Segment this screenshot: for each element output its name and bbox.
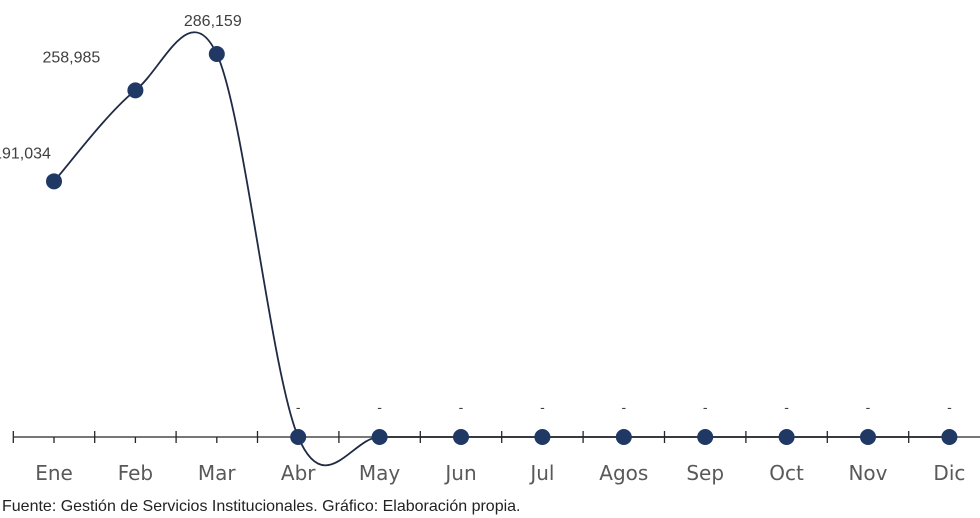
data-point-feb [127,82,144,99]
series-line [53,31,950,467]
x-tick-label-abr: Abr [281,461,316,485]
x-tick-label-oct: Oct [769,461,804,485]
x-tick-label-feb: Feb [118,461,153,485]
data-point-jun [453,429,469,445]
data-point-agos [615,429,632,445]
data-label-oct: - [784,399,789,415]
data-label-jun: - [459,399,464,415]
data-label-may: - [377,399,382,415]
data-label-nov: - [866,399,871,415]
data-label-agos: - [621,399,626,415]
data-point-sep [697,429,714,445]
source-note: Fuente: Gestión de Servicios Institucion… [2,498,521,515]
data-point-mar [208,46,225,62]
x-tick-label-may: May [359,461,401,485]
data-label-dic: - [947,399,952,415]
data-label-ene: 191,034 [0,145,51,162]
data-point-ene [46,173,62,190]
data-point-jul [534,429,551,445]
data-point-dic [941,429,958,445]
data-label-mar: 286,159 [184,13,242,30]
data-point-abr [290,429,307,445]
x-tick-label-sep: Sep [686,461,724,485]
data-label-feb: 258,985 [42,49,100,66]
x-tick-label-jun: Jun [443,461,476,485]
data-label-sep: - [703,399,708,415]
data-point-oct [778,429,795,445]
x-tick-label-ene: Ene [35,461,73,485]
x-tick-label-agos: Agos [599,461,648,485]
x-tick-label-nov: Nov [848,461,887,485]
data-point-may [371,429,388,445]
data-point-nov [860,429,876,445]
x-tick-label-dic: Dic [933,461,965,485]
x-tick-label-jul: Jul [528,461,554,485]
data-label-jul: - [540,399,545,415]
data-label-abr: - [296,399,301,415]
x-tick-label-mar: Mar [198,461,237,485]
